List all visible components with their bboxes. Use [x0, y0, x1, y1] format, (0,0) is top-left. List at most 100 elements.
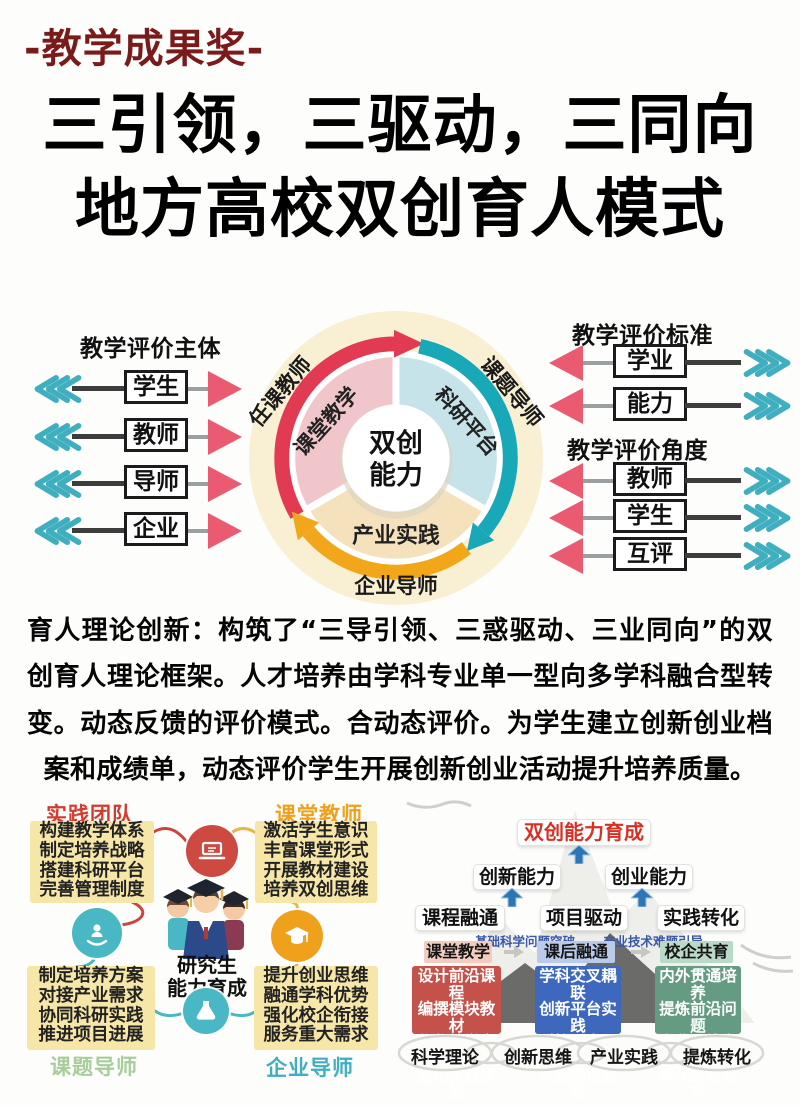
cycle-outer-label-enterprise-mentor: 企业导师 [354, 574, 438, 598]
arrow-head-icon [208, 466, 242, 502]
quadrant-box-practice-team: 构建教学体系 制定培养战略 搭建科研平台 完善管理制度 [30, 821, 154, 903]
milestone-circle-orange [271, 910, 323, 962]
cycle-arrow-orange [302, 526, 471, 580]
list-item: 学科交叉耦联 [539, 967, 617, 1002]
arrow-head-icon [208, 513, 242, 549]
arrow-connector [188, 435, 210, 439]
arrow-connector [188, 387, 210, 391]
milestone-circle-person [72, 908, 122, 958]
award-badge: -教学成果奖- [24, 26, 265, 72]
chain-label-transform: 提炼转化 [683, 1048, 751, 1068]
dual-creation-cycle-diagram: 双创 能力 课堂教学 科研平台 产业实践 任课教师 课题导师 企业导师 [247, 310, 545, 606]
arrow-head-icon [208, 419, 242, 455]
arrow-head-icon [549, 500, 583, 536]
arrow-shaft [72, 481, 128, 486]
flask-icon [196, 1001, 216, 1020]
list-item: 强化校企衔接 [263, 1005, 369, 1026]
chain-label-innovation: 创新思维 [504, 1048, 572, 1068]
pathway-level3-course: 课程融通 [415, 905, 505, 931]
pathway-column-classroom: 设计前沿课程 编撰模块教材 优化教学方式 应用实践课堂 [412, 966, 501, 1101]
arrow-connector [583, 404, 613, 408]
quadrant-box-class-teacher: 激活学生意识 丰富课堂形式 开展教材建设 培养双创思维 [255, 821, 377, 903]
graduates-illustration [163, 879, 249, 959]
arrow-feather-icon [743, 467, 791, 495]
pathway-header-afterclass: 课后融通 [537, 941, 615, 963]
list-item: 解决企业需求 [659, 1066, 737, 1102]
evaluation-arrow-item: 企业 [30, 512, 242, 550]
list-item: 构建教学体系 [39, 821, 145, 841]
evaluation-arrow-item: 互评 [549, 537, 797, 575]
title-line-2: 地方高校双创育人模式 [75, 173, 725, 248]
arrow-connector [583, 554, 613, 558]
up-arrow-icon [568, 845, 590, 864]
chain-ribbon [397, 1034, 765, 1072]
arrow-connector [583, 361, 613, 365]
list-item: 提炼前沿问题 [659, 1000, 737, 1035]
list-item: 推进项目进展 [38, 1025, 144, 1046]
evaluation-arrow-item: 教师 [30, 418, 242, 456]
arrow-feather-icon [34, 470, 82, 498]
mentor-center-line-1: 研究生 [177, 953, 237, 977]
evaluation-label-box: 企业 [124, 512, 188, 546]
arrow-shaft [685, 403, 741, 408]
right-arrow-icon [504, 946, 524, 958]
evaluation-label-box: 学生 [613, 499, 687, 533]
list-item: 制定培养战略 [39, 840, 145, 861]
list-item: 创新平台实践 [539, 1000, 617, 1035]
evaluation-arrow-item: 教师 [549, 462, 797, 500]
quadrant-heading-enterprise-mentor: 企业导师 [266, 1056, 354, 1080]
left-panel-heading: 教学评价主体 [80, 336, 221, 362]
pathway-level2-entrepreneurship: 创业能力 [605, 864, 693, 890]
arrow-head-icon [549, 463, 583, 499]
arrow-head-icon [549, 538, 583, 574]
evaluation-arrow-item: 学生 [30, 370, 242, 408]
arrow-head-icon [208, 371, 242, 407]
right-arrow-icon [631, 946, 651, 958]
evaluation-label-box: 互评 [613, 537, 687, 571]
pathway-title: 双创能力育成 [517, 819, 651, 846]
cycle-center-circle [342, 404, 450, 512]
list-item: 提升创业思维 [263, 966, 369, 986]
mentor-quadrant-diagram: 实践团队 课堂教师 课题导师 企业导师 构建教学体系 制定培养战略 搭建科研平台… [0, 793, 410, 1105]
cycle-inner-label-industry: 产业实践 [352, 522, 440, 548]
milestone-circle-red [186, 825, 238, 877]
arrow-connector [583, 516, 613, 520]
quadrant-box-topic-mentor: 制定培养方案 对接产业需求 协同科研实践 推进项目进展 [27, 966, 155, 1050]
list-item: 实践项目反馈 [539, 1066, 617, 1102]
arrow-shaft [72, 386, 128, 391]
cycle-center-text-1: 双创 [369, 428, 423, 459]
pathway-level3-project: 项目驱动 [540, 905, 628, 931]
up-arrow-icon [631, 888, 653, 907]
title-line-1: 三引领，三驱动，三同向 [42, 89, 758, 163]
laptop-icon [198, 841, 226, 860]
pathway-column-school-enterprise: 内外贯通培养 提炼前沿问题 产业一线实践 解决企业需求 [655, 966, 741, 1101]
arrow-feather-icon [34, 517, 82, 545]
list-item: 应用实践课堂 [417, 1066, 496, 1102]
cycle-center-text-2: 能力 [369, 460, 423, 491]
pathway-header-classroom: 课堂教学 [424, 941, 492, 963]
pathway-level3-practice: 实践转化 [657, 905, 745, 931]
arrow-connector [188, 529, 210, 533]
arrow-shaft [72, 434, 128, 439]
list-item: 完善管理制度 [39, 880, 145, 901]
arrow-shaft [685, 360, 741, 365]
arrow-head-icon [549, 345, 583, 381]
cycle-arrowhead-orange-icon [291, 511, 320, 541]
list-item: 设计前沿课程 [417, 967, 496, 1002]
arrow-shaft [685, 553, 741, 558]
arrow-connector [583, 479, 613, 483]
list-item: 培养双创思维 [263, 880, 369, 901]
arrow-feather-icon [34, 423, 82, 451]
list-item: 编撰模块教材 [417, 1000, 496, 1035]
right-panel-heading-angle: 教学评价角度 [567, 438, 708, 464]
evaluation-label-box: 能力 [613, 387, 687, 421]
list-item: 协同科研实践 [38, 1005, 144, 1026]
summary-paragraph: 育人理论创新：构筑了“三导引领、三惑驱动、三业同向”的双创育人理论框架。人才培养… [27, 616, 773, 785]
quadrant-heading-topic-mentor: 课题导师 [50, 1055, 138, 1079]
cycle-arrowhead-red-icon [394, 329, 424, 358]
arrow-feather-icon [743, 542, 791, 570]
evaluation-arrow-item: 学生 [549, 499, 797, 537]
arrow-feather-icon [743, 392, 791, 420]
list-item: 搭建科研平台 [39, 860, 145, 881]
